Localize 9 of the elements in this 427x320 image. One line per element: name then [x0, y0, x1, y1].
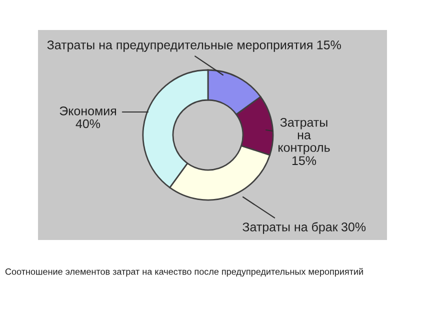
slice-label: Экономия [60, 106, 116, 116]
slice-label: Затраты на предупредительные мероприятия [47, 40, 312, 52]
text: Соотношение элементов затрат на качество после предупредительных мероприятий [5, 268, 363, 277]
slice-label: Затраты на контроль [278, 118, 330, 154]
data-label: 30% [341, 222, 366, 232]
data-label: 15% [317, 40, 341, 50]
data-label: 40% [76, 119, 100, 128]
slice-label: Затраты на брак [242, 222, 338, 234]
data-label: 15% [292, 156, 316, 166]
